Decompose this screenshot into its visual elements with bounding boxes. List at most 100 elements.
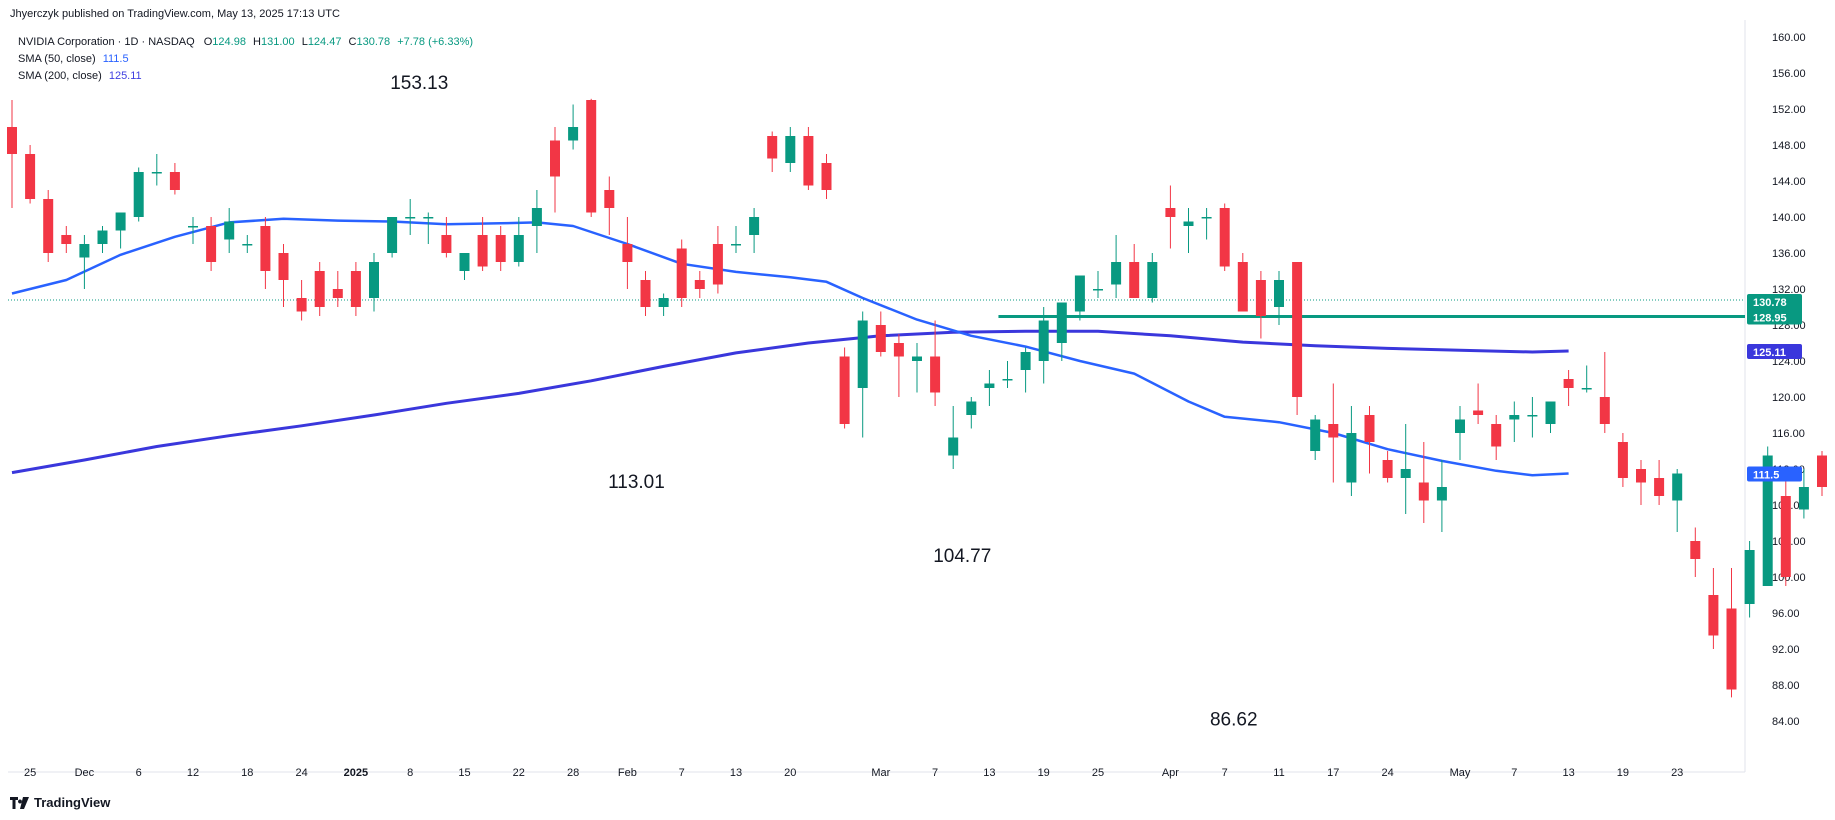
candle-body [188,226,198,228]
x-tick-label: 7 [932,767,938,779]
candle-body [694,280,705,289]
candle-body [531,208,542,226]
tradingview-logo[interactable]: TradingView [10,795,110,810]
candle-body [1599,397,1610,424]
price-axis-tag-label: 130.78 [1753,297,1787,309]
candle-body [1237,262,1248,312]
y-tick-label: 88.00 [1772,680,1800,692]
x-tick-label: 13 [1562,767,1574,779]
candle-body [1056,302,1067,343]
candle-body [1436,487,1447,501]
candle-body [1744,550,1755,604]
candle-body [61,235,72,244]
sma50-line [11,217,1569,477]
high-value: 131.00 [260,36,295,48]
candle-body [314,271,325,307]
y-tick-label: 156.00 [1772,68,1806,80]
y-tick-label: 84.00 [1772,716,1800,728]
price-annotation: 86.62 [1210,709,1258,730]
x-tick-label: May [1450,767,1471,779]
sma200-row[interactable]: SMA (200, close) 125.11 [18,68,473,85]
candle-body [550,140,560,177]
candle-body [1527,415,1538,417]
candle-body [1400,469,1411,478]
candle-body [1817,455,1827,487]
candle-body [948,437,959,456]
x-tick-label: Feb [618,767,637,779]
candle-body [1762,455,1773,586]
candle-body [133,172,144,217]
candle-body [1129,262,1140,298]
tradingview-logo-text: TradingView [34,795,111,810]
candle-body [441,235,452,253]
x-tick-label: Mar [871,767,890,779]
x-tick-label: 2025 [344,767,368,779]
x-tick-label: 18 [241,767,253,779]
candle-body [912,356,922,361]
candle-body [1491,424,1502,447]
high-label: H [253,36,261,48]
x-tick-label: 13 [730,767,742,779]
candle-body [875,325,886,352]
candle-body [1455,419,1465,433]
candle-body [495,235,506,262]
price-axis-tag [1747,309,1802,325]
candle-body [731,244,741,246]
y-tick-label: 132.00 [1772,284,1806,296]
candle-body [821,163,832,190]
y-tick-label: 140.00 [1772,212,1806,224]
candle-body [1708,595,1719,636]
sma50-value: 111.5 [102,53,129,65]
candle-body [1654,478,1665,496]
candle-body [1074,275,1085,312]
price-axis-tag [1747,344,1802,360]
candle-body [1364,415,1375,442]
candle-body [1328,424,1339,438]
candle-body [767,136,778,159]
y-tick-label: 136.00 [1772,248,1806,260]
candle-body [1002,379,1013,381]
sma50-row[interactable]: SMA (50, close) 111.5 [18,51,473,68]
chart-legend: NVIDIA Corporation · 1D · NASDAQ O124.98… [18,34,473,85]
x-tick-label: 15 [458,767,470,779]
candle-body [1292,262,1303,397]
tradingview-logo-icon [10,796,30,809]
price-annotation: 104.77 [933,546,991,567]
candle-body [1418,482,1429,501]
price-axis-tag-label: 111.5 [1753,470,1779,482]
candle-body [477,235,488,267]
x-tick-label: Dec [75,767,95,779]
candle-body [712,244,723,285]
y-tick-label: 144.00 [1772,176,1806,188]
price-axis-tag-label: 128.95 [1753,312,1787,324]
candle-body [43,199,54,253]
candle-body [1780,496,1791,577]
x-tick-label: 11 [1273,767,1284,779]
candle-body [803,136,814,186]
candle-body [7,127,17,154]
candle-body [1038,320,1049,361]
candle-body [405,217,416,219]
candle-body [1147,262,1158,298]
candle-body [1183,221,1194,226]
candle-body [893,343,904,357]
candle-body [1509,415,1520,420]
candle-body [1346,433,1357,483]
x-tick-label: 24 [295,767,307,779]
x-tick-label: 20 [784,767,796,779]
sma200-label: SMA (200, close) [18,70,102,82]
x-tick-label: 7 [1222,767,1228,779]
candle-body [242,244,253,246]
candle-body [1672,473,1683,501]
x-tick-label: 23 [1671,767,1683,779]
candle-body [839,356,850,424]
ohlc-row: NVIDIA Corporation · 1D · NASDAQ O124.98… [18,34,473,51]
x-tick-label: 6 [136,767,142,779]
candle-body [513,235,524,262]
candle-body [169,172,180,190]
candle-body [1201,217,1212,219]
candle-body [1165,208,1176,217]
candle-body [1382,460,1393,478]
low-value: 124.47 [307,36,342,48]
